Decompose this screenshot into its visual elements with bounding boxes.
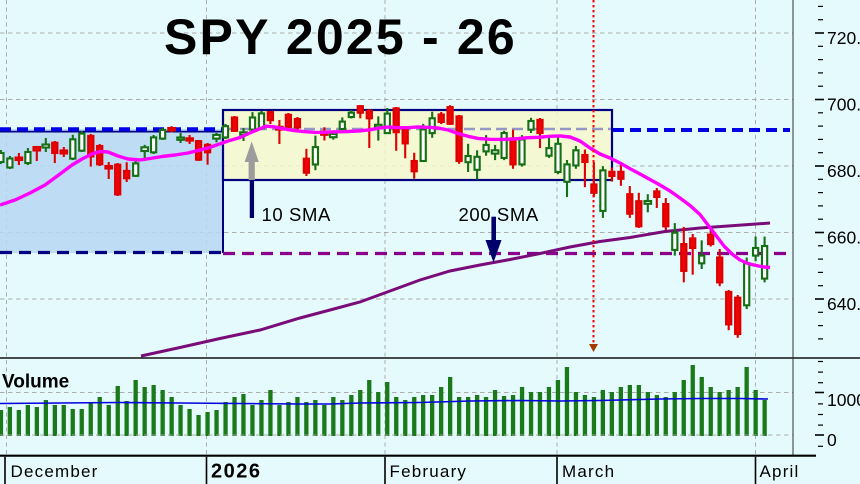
- svg-text:200 SMA: 200 SMA: [459, 204, 539, 225]
- svg-text:10 SMA: 10 SMA: [262, 204, 331, 225]
- svg-text:2026: 2026: [211, 461, 262, 483]
- svg-text:March: March: [562, 462, 615, 481]
- svg-text:720.: 720.: [827, 28, 860, 48]
- svg-text:February: February: [390, 462, 468, 481]
- svg-text:680.: 680.: [827, 161, 860, 181]
- svg-text:December: December: [11, 462, 99, 481]
- svg-text:700.: 700.: [827, 95, 860, 115]
- svg-text:Volume: Volume: [2, 372, 69, 393]
- svg-text:SPY 2025 - 26: SPY 2025 - 26: [164, 9, 517, 65]
- svg-text:640.: 640.: [827, 294, 860, 314]
- svg-text:660.: 660.: [827, 228, 860, 248]
- svg-text:0: 0: [827, 430, 837, 450]
- svg-text:April: April: [760, 462, 800, 481]
